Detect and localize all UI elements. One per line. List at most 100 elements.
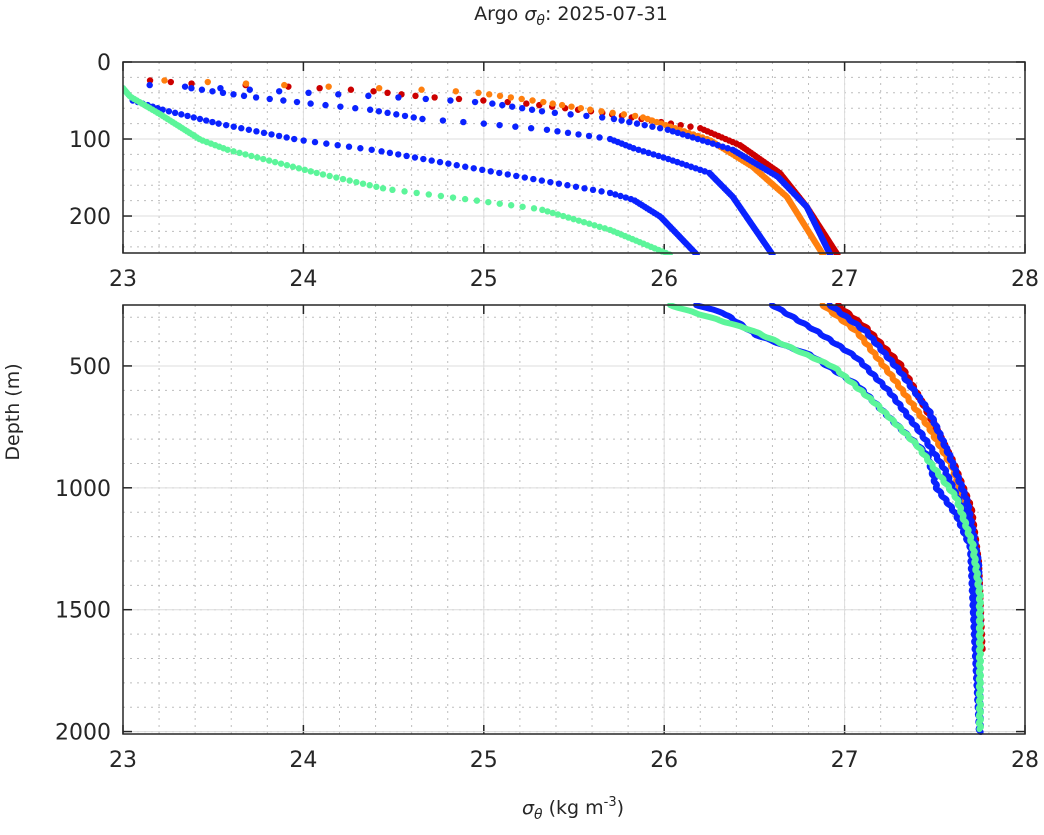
profile-green-line <box>667 303 984 733</box>
profile-blue-2-point <box>322 101 329 109</box>
profile-blue-1-point <box>598 114 606 121</box>
profile-blue-1-point <box>618 117 625 124</box>
profile-blue-1-point <box>567 111 574 118</box>
profile-blue-1-point <box>395 94 402 101</box>
xlabel-theta: θ <box>534 807 543 823</box>
profile-blue-3-point <box>513 172 520 180</box>
profile-green-point <box>265 157 273 164</box>
profile-green-point <box>224 146 231 153</box>
x-tick-label: 28 <box>1011 267 1039 292</box>
profile-orange-point <box>540 98 547 106</box>
profile-blue-2-point <box>252 94 260 101</box>
y-axis-label: Depth (m) <box>2 363 24 460</box>
profile-green-point <box>591 222 598 229</box>
profile-orange-point <box>161 77 168 84</box>
profile-green-point <box>485 198 492 206</box>
profile-green-point <box>539 206 546 214</box>
profile-blue-3-point <box>479 166 486 174</box>
profile-blue-1-point <box>669 128 677 135</box>
profile-green-point <box>230 148 237 155</box>
profile-blue-2-point <box>645 149 652 157</box>
profile-blue-3-point <box>420 155 427 163</box>
profile-blue-1-point <box>583 112 590 120</box>
profile-blue-1-point <box>649 123 656 130</box>
chart-title: Argo σθ: 2025-07-31 <box>474 3 668 29</box>
profile-blue-1-point <box>610 115 618 123</box>
profile-green-point <box>496 200 503 207</box>
profile-red-point <box>370 88 377 95</box>
profile-blue-1-point <box>538 108 546 115</box>
profile-blue-2-point <box>635 146 642 153</box>
profile-blue-2-point <box>575 131 582 138</box>
profile-blue-2-point <box>480 120 487 127</box>
profile-blue-3-point <box>386 149 394 157</box>
profile-red-point <box>412 92 419 100</box>
profile-blue-1-point <box>551 109 559 117</box>
profile-green-point <box>575 217 583 224</box>
title-date: : 2025-07-31 <box>545 3 668 25</box>
profile-red-point <box>146 77 154 84</box>
x-tick-label: 24 <box>289 748 317 773</box>
profile-blue-2-point <box>307 100 314 107</box>
profile-green-point <box>570 215 577 223</box>
profile-blue-1-point <box>656 125 664 132</box>
profile-green-point <box>389 186 396 194</box>
profile-blue-3-point <box>275 132 283 140</box>
y-tick-label: 100 <box>69 128 111 153</box>
profile-blue-3-point <box>253 128 260 135</box>
profile-blue-2-point <box>375 108 383 115</box>
profile-blue-3-point <box>215 120 222 127</box>
profile-green-point <box>449 194 457 201</box>
profile-blue-1-point <box>641 121 648 129</box>
profile-blue-1-point <box>422 95 429 103</box>
profile-blue-1-point <box>447 97 454 104</box>
profile-orange-point <box>452 88 460 95</box>
profile-blue-2-point <box>496 121 503 129</box>
profile-blue-3-point <box>470 165 477 172</box>
profile-blue-3-point <box>572 183 580 190</box>
profile-green-point <box>366 182 373 189</box>
profile-blue-1-point <box>724 145 731 152</box>
profile-blue-1-point <box>694 135 701 143</box>
profile-blue-2-point <box>596 134 603 141</box>
profile-blue-2-point <box>219 89 227 97</box>
profile-blue-3-point <box>606 189 614 197</box>
profile-blue-2-point <box>543 126 551 133</box>
profile-blue-2-point <box>209 88 216 95</box>
profile-blue-3-point <box>268 131 275 138</box>
y-tick-label: 2000 <box>55 721 111 746</box>
profile-green-point <box>307 168 314 175</box>
profile-blue-1-point <box>626 118 633 126</box>
profile-green-point <box>236 149 243 157</box>
profile-blue-1-point <box>699 137 706 144</box>
profile-blue-2-point <box>460 118 467 126</box>
profile-blue-3-point <box>547 178 554 186</box>
profile-green-point <box>379 185 387 192</box>
profile-green-point <box>580 218 588 226</box>
profile-green-point <box>289 163 297 170</box>
y-tick-label: 0 <box>97 51 111 76</box>
x-tick-label: 26 <box>650 748 678 773</box>
profile-orange-point <box>631 112 639 120</box>
profile-blue-2-point <box>439 117 447 124</box>
profile-green-point <box>554 211 562 218</box>
profile-blue-3-point <box>530 175 537 183</box>
profile-blue-1-point <box>365 92 372 100</box>
profile-blue-2-point <box>337 103 344 110</box>
profile-blue-3-point <box>462 163 469 170</box>
profile-green-point <box>413 189 420 197</box>
profile-blue-3-point <box>504 171 511 178</box>
profile-green-point <box>346 177 353 184</box>
profile-blue-1-point <box>489 100 496 107</box>
profile-green-point <box>271 158 279 166</box>
profile-green-point <box>559 212 567 220</box>
profile-blue-1-point <box>275 88 283 95</box>
profile-green-point <box>333 174 340 181</box>
profile-blue-3-point <box>612 191 619 198</box>
profile-blue-3-point <box>190 114 197 121</box>
x-tick-label: 27 <box>831 748 859 773</box>
profile-blue-3-point <box>445 160 452 167</box>
profile-orange-point <box>375 84 383 92</box>
xlabel-exponent: -3 <box>604 795 617 810</box>
profile-blue-3-point <box>411 154 419 161</box>
